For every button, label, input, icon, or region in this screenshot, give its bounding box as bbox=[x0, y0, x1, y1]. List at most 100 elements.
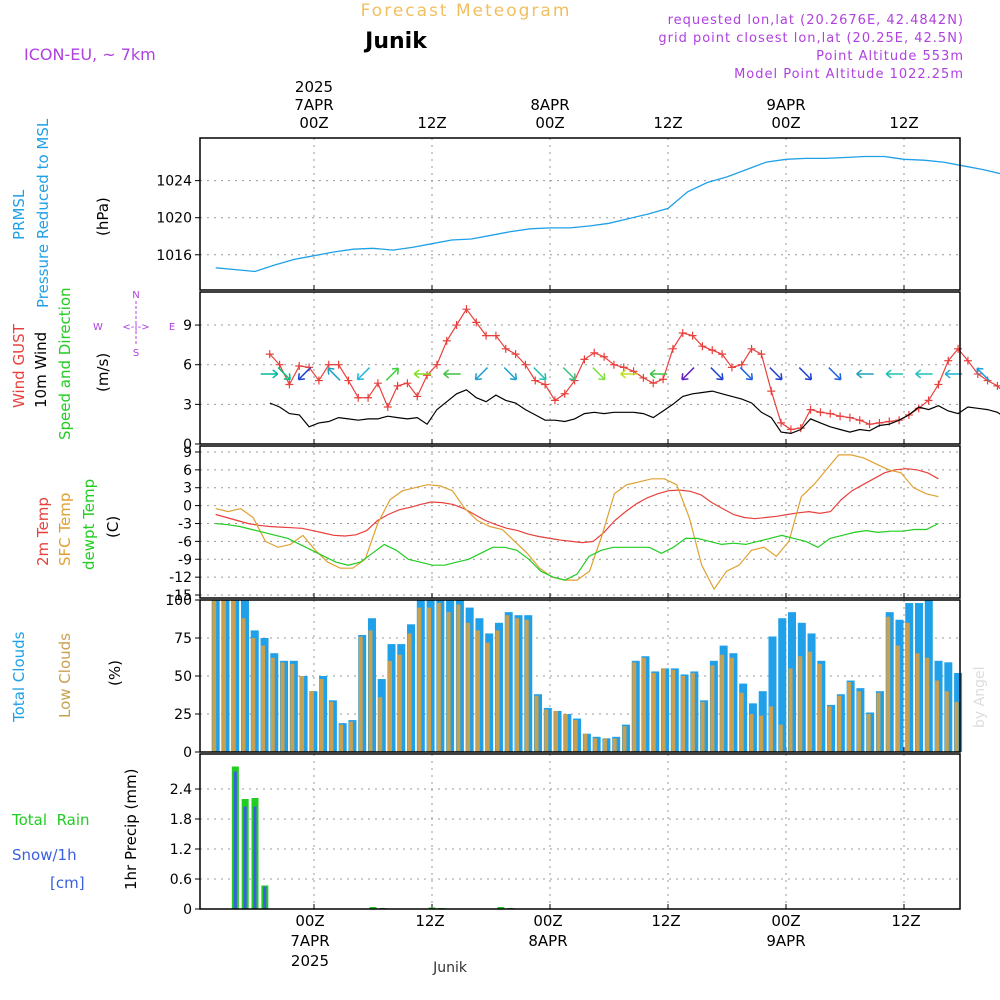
top-time-12z-9apr: 12Z bbox=[889, 114, 918, 132]
low-cloud-bar bbox=[798, 656, 803, 752]
precip-label-rain: Total Rain bbox=[11, 811, 90, 829]
low-cloud-bar bbox=[368, 630, 373, 752]
temp-label-sfc: SFC Temp bbox=[56, 493, 74, 566]
cloud-labels: Total Clouds Low Clouds (%) bbox=[10, 631, 124, 723]
gust-marker bbox=[364, 393, 373, 402]
cloud-unit: (%) bbox=[106, 660, 124, 686]
gust-marker bbox=[865, 420, 874, 429]
temperature-ytick-label: -12 bbox=[169, 570, 192, 586]
low-cloud-bar bbox=[475, 630, 480, 752]
top-date-7apr: 7APR bbox=[294, 96, 333, 114]
wind-arrow-w bbox=[649, 369, 668, 379]
wind-arrow-nw bbox=[327, 367, 341, 381]
gust-marker bbox=[619, 363, 628, 372]
gust-marker bbox=[383, 402, 392, 411]
temperature-ytick-label: 6 bbox=[183, 463, 192, 479]
low-cloud-bar bbox=[446, 612, 451, 752]
low-cloud-bar bbox=[808, 651, 813, 752]
wind-arrow-shaft bbox=[356, 367, 371, 381]
gust-marker bbox=[747, 344, 756, 353]
low-cloud-bar bbox=[847, 682, 852, 752]
gust-marker bbox=[688, 331, 697, 340]
gust-marker bbox=[668, 344, 677, 353]
low-cloud-bar bbox=[681, 676, 686, 752]
low-cloud-bar bbox=[339, 724, 344, 752]
gust-line bbox=[269, 308, 1000, 431]
low-cloud-bar bbox=[817, 663, 822, 752]
wind-arrow-head bbox=[856, 369, 863, 379]
gust-marker bbox=[285, 380, 294, 389]
wind-arrow-head bbox=[297, 373, 305, 381]
gust-marker bbox=[452, 321, 461, 330]
wind-arrow-head bbox=[885, 369, 892, 379]
precip-frame bbox=[199, 753, 961, 910]
gust-marker bbox=[531, 376, 540, 385]
wind-arrow-shaft bbox=[562, 367, 576, 381]
watermark: by Angel bbox=[972, 667, 988, 728]
gust-marker bbox=[521, 360, 530, 369]
requested-coords: requested lon,lat (20.2676E, 42.4842N) bbox=[668, 13, 964, 28]
gust-marker bbox=[678, 328, 687, 337]
clouds-panel: 0 25 50 75 100 bbox=[165, 593, 963, 761]
wind-arrow-se bbox=[562, 367, 577, 381]
top-date-9apr: 9APR bbox=[766, 96, 805, 114]
gust-marker bbox=[767, 387, 776, 396]
low-cloud-bar bbox=[358, 636, 363, 752]
gust-marker bbox=[993, 381, 1000, 390]
low-cloud-bar bbox=[925, 657, 930, 752]
wind-frame bbox=[199, 291, 961, 445]
wind-arrow-head bbox=[804, 373, 813, 381]
low-cloud-bar bbox=[895, 645, 900, 752]
wind-arrow-shaft bbox=[503, 367, 517, 381]
gust-marker bbox=[845, 413, 854, 422]
precip-labels: Total Rain Snow/1h [cm] 1hr Precip (mm) bbox=[11, 769, 140, 892]
gust-marker bbox=[403, 379, 412, 388]
location-name: Junik bbox=[363, 29, 428, 54]
gust-marker bbox=[373, 379, 382, 388]
gust-marker bbox=[796, 424, 805, 433]
low-cloud-bar bbox=[505, 615, 510, 752]
wind-label-gust: Wind GUST bbox=[10, 323, 28, 408]
top-date-8apr: 8APR bbox=[530, 96, 569, 114]
low-cloud-bar bbox=[729, 657, 734, 752]
low-cloud-bar bbox=[212, 600, 217, 752]
top-time-00z-7apr: 00Z bbox=[299, 114, 328, 132]
wind-arrow-se bbox=[277, 367, 291, 381]
wind-arrow-ne bbox=[385, 367, 400, 381]
snow-bar bbox=[253, 806, 257, 909]
gust-marker bbox=[324, 360, 333, 369]
gust-marker bbox=[777, 418, 786, 427]
wind-arrow-se bbox=[739, 367, 754, 381]
gust-marker bbox=[609, 360, 618, 369]
gust-marker bbox=[826, 409, 835, 418]
low-cloud-bar bbox=[583, 733, 588, 752]
low-cloud-bar bbox=[954, 701, 959, 752]
compass-south: S bbox=[133, 348, 139, 359]
gust-marker bbox=[423, 371, 432, 380]
clouds-ytick-label: 50 bbox=[174, 669, 192, 685]
gust-marker bbox=[580, 355, 589, 364]
wind-speed-line bbox=[269, 389, 1000, 435]
bottom-date-7apr: 7APR bbox=[290, 932, 329, 950]
gust-marker bbox=[600, 352, 609, 361]
temperature-ytick-label: -9 bbox=[178, 552, 192, 568]
wind-arrow-e bbox=[260, 369, 279, 379]
wind-panel: 0 3 6 9 bbox=[183, 292, 1000, 453]
snow-bar bbox=[233, 771, 237, 909]
bottom-time-axis: 00Z 7APR 2025 12Z 00Z 8APR 12Z 00Z 9APR … bbox=[290, 912, 920, 970]
gust-marker bbox=[757, 350, 766, 359]
low-cloud-bar bbox=[485, 642, 490, 752]
gust-marker bbox=[806, 405, 815, 414]
low-cloud-bar bbox=[221, 600, 226, 752]
wind-arrow-head bbox=[681, 373, 689, 381]
low-cloud-bar bbox=[388, 660, 393, 752]
pressure-ytick-label: 1020 bbox=[156, 211, 192, 227]
clouds-ytick-label: 0 bbox=[183, 745, 192, 761]
low-cloud-bar bbox=[944, 691, 949, 752]
low-cloud-bar bbox=[554, 710, 559, 752]
gust-marker bbox=[836, 412, 845, 421]
low-cloud-bar bbox=[788, 668, 793, 752]
wind-arrow-head bbox=[356, 373, 364, 381]
low-cloud-bar bbox=[622, 726, 627, 752]
